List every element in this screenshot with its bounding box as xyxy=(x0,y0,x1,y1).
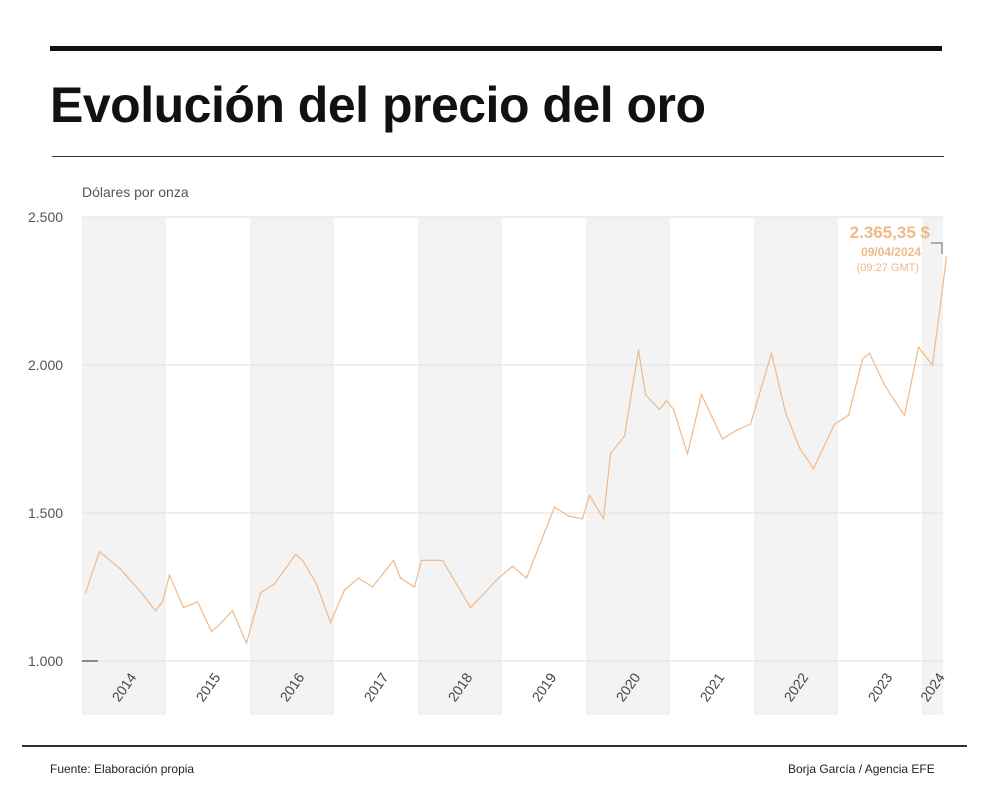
data-point xyxy=(273,583,276,585)
data-point xyxy=(735,429,738,431)
annotation-leader xyxy=(931,242,943,254)
y-tick-label: 2.000 xyxy=(28,357,63,373)
data-point xyxy=(301,559,304,561)
data-point xyxy=(511,565,514,567)
data-point xyxy=(686,453,689,455)
data-point xyxy=(609,453,612,455)
top-bar xyxy=(50,46,942,51)
x-tick-label: 2024 xyxy=(917,670,948,705)
annotation-date: 09/04/2024 xyxy=(861,245,921,259)
data-point xyxy=(798,447,801,449)
x-tick-label: 2023 xyxy=(864,670,895,705)
data-point xyxy=(294,553,297,556)
year-band xyxy=(418,217,502,715)
data-point xyxy=(154,610,157,612)
data-point xyxy=(392,559,395,561)
annotation-time: (09:27 GMT) xyxy=(857,262,919,274)
data-point xyxy=(917,346,920,348)
data-point xyxy=(889,394,892,396)
data-point xyxy=(399,577,402,579)
data-point xyxy=(539,542,542,544)
data-point xyxy=(231,610,234,612)
year-band xyxy=(754,217,838,715)
y-axis-label: Dólares por onza xyxy=(82,184,189,200)
data-point xyxy=(329,621,332,624)
data-point xyxy=(140,592,143,594)
data-point xyxy=(119,568,122,570)
data-point xyxy=(770,352,773,354)
footer-divider xyxy=(22,745,967,747)
y-tick-label: 2.500 xyxy=(28,209,63,225)
data-point xyxy=(749,423,752,425)
data-point xyxy=(588,494,591,496)
data-point xyxy=(700,394,703,396)
data-point xyxy=(602,518,605,520)
data-point xyxy=(483,592,486,594)
data-point xyxy=(784,411,787,413)
x-tick-label: 2015 xyxy=(192,670,223,705)
data-point xyxy=(98,550,101,553)
data-point xyxy=(658,408,661,410)
chart-title: Evolución del precio del oro xyxy=(50,77,706,133)
data-point xyxy=(553,506,556,508)
data-point xyxy=(315,583,318,585)
x-tick-label: 2019 xyxy=(528,670,559,705)
annotation-value: 2.365,35 $ xyxy=(850,223,931,242)
data-point xyxy=(469,607,472,609)
credit-note: Borja García / Agencia EFE xyxy=(788,762,935,776)
y-tick-label: 1.500 xyxy=(28,505,63,521)
data-point xyxy=(637,349,640,351)
data-point xyxy=(847,414,850,416)
x-tick-label: 2021 xyxy=(696,670,727,705)
divider xyxy=(52,156,944,157)
data-point xyxy=(882,382,885,384)
data-point xyxy=(357,577,360,579)
data-point xyxy=(259,592,262,594)
data-point xyxy=(833,423,836,425)
year-band xyxy=(586,217,670,715)
data-point xyxy=(644,394,647,396)
source-note: Fuente: Elaboración propia xyxy=(50,762,195,776)
data-point xyxy=(623,435,626,437)
data-point xyxy=(413,586,416,588)
data-point xyxy=(84,592,87,594)
data-point xyxy=(721,438,724,440)
data-point xyxy=(826,438,829,440)
data-point xyxy=(581,518,584,520)
data-point xyxy=(497,577,500,579)
data-point xyxy=(945,256,948,258)
data-point xyxy=(210,630,213,633)
x-tick-label: 2017 xyxy=(360,670,391,705)
data-point xyxy=(168,574,171,576)
data-point xyxy=(812,468,815,470)
data-point xyxy=(420,559,423,561)
data-point xyxy=(343,589,346,591)
data-point xyxy=(924,355,927,357)
data-point xyxy=(371,586,374,588)
year-band xyxy=(922,217,943,715)
data-point xyxy=(868,352,871,354)
year-band xyxy=(82,217,166,715)
data-point xyxy=(903,414,906,416)
data-point xyxy=(672,408,675,410)
y-tick-label: 1.000 xyxy=(28,653,63,669)
year-band xyxy=(250,217,334,715)
data-point xyxy=(161,601,164,603)
data-point xyxy=(455,583,458,585)
data-point xyxy=(441,559,444,561)
data-point xyxy=(567,515,570,517)
data-point xyxy=(714,423,717,425)
data-point xyxy=(182,607,185,609)
data-point xyxy=(245,642,248,644)
data-point xyxy=(196,601,199,603)
data-point xyxy=(931,364,934,366)
data-point xyxy=(217,624,220,627)
data-point xyxy=(861,358,864,360)
data-point xyxy=(525,577,528,579)
data-point xyxy=(938,311,941,313)
data-point xyxy=(665,399,668,402)
